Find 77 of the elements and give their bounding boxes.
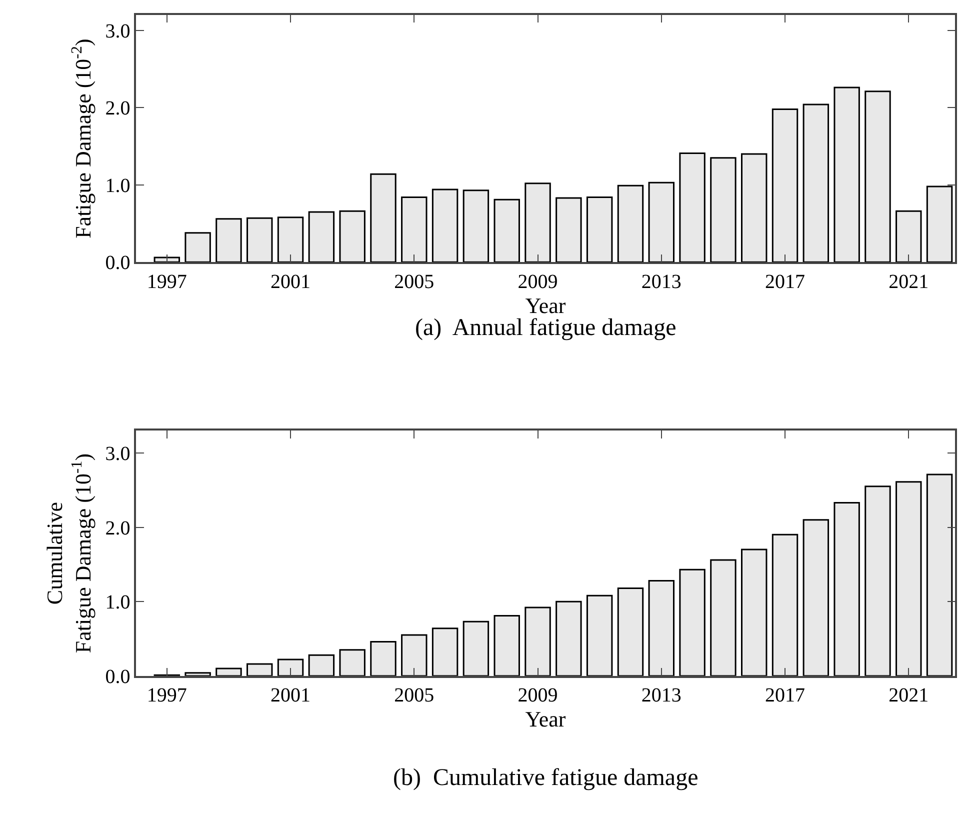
bar xyxy=(494,198,520,262)
x-axis-title: Year xyxy=(525,292,566,318)
bar xyxy=(648,580,675,676)
bar xyxy=(184,672,211,676)
bar xyxy=(246,217,273,262)
bar xyxy=(462,190,490,262)
bar xyxy=(586,196,613,262)
x-tick-label: 1997 xyxy=(146,684,187,707)
bar xyxy=(772,534,798,676)
y-tick-label: 1.0 xyxy=(105,592,130,614)
bar xyxy=(834,502,860,676)
x-tick-label: 2009 xyxy=(518,270,558,293)
bar xyxy=(679,568,706,676)
bar xyxy=(184,232,211,262)
y-tick-label: 2.0 xyxy=(105,98,130,120)
bar xyxy=(277,216,304,262)
bar xyxy=(246,663,273,676)
y-tick-label: 0.0 xyxy=(105,252,130,274)
bar xyxy=(154,256,180,262)
bar xyxy=(772,108,798,262)
bar xyxy=(277,658,304,676)
bar xyxy=(308,211,335,262)
text: (b) Cumulative fatigue damage xyxy=(393,765,698,791)
y-tick-label: 2.0 xyxy=(105,517,130,540)
bar xyxy=(741,153,768,262)
bar xyxy=(370,173,396,262)
bar xyxy=(679,152,706,262)
y-tick-label: 1.0 xyxy=(105,174,130,197)
bar xyxy=(308,654,335,676)
x-tick-label: 2005 xyxy=(394,684,434,707)
bar xyxy=(339,210,366,262)
bar xyxy=(648,182,675,262)
x-tick-label: 2021 xyxy=(888,684,929,707)
bar xyxy=(617,587,644,676)
bar xyxy=(926,186,953,262)
bar xyxy=(586,594,613,676)
bar xyxy=(802,104,830,262)
bar xyxy=(432,188,458,262)
bar xyxy=(741,548,768,676)
bar xyxy=(802,519,830,676)
x-tick-label: 2009 xyxy=(518,684,558,707)
x-tick-label: 2001 xyxy=(270,270,311,293)
bar xyxy=(834,86,860,262)
x-tick-label: 2013 xyxy=(641,684,682,707)
bar xyxy=(617,184,644,262)
bar xyxy=(864,486,891,676)
bar xyxy=(216,668,242,676)
x-tick-label: 2017 xyxy=(765,684,806,707)
x-tick-label: 2005 xyxy=(394,270,434,293)
bar xyxy=(401,634,428,676)
bar xyxy=(556,197,582,262)
text: (a) Annual fatigue damage xyxy=(415,315,676,341)
y-tick-label: 0.0 xyxy=(105,666,130,688)
x-tick-label: 2017 xyxy=(765,270,806,293)
bar xyxy=(524,606,551,676)
bar xyxy=(339,649,366,676)
bar xyxy=(524,182,551,262)
x-axis-title: Year xyxy=(525,706,566,732)
bar xyxy=(896,481,922,676)
x-tick-label: 2021 xyxy=(888,270,929,293)
bar xyxy=(216,218,242,262)
y-tick-label: 3.0 xyxy=(105,20,130,42)
x-tick-label: 2001 xyxy=(270,684,311,707)
x-tick-label: 2013 xyxy=(641,270,682,293)
bar xyxy=(864,90,891,262)
bar xyxy=(401,196,428,262)
bar xyxy=(432,628,458,676)
bar xyxy=(710,559,736,676)
bar xyxy=(494,614,520,676)
bar xyxy=(926,474,953,676)
y-tick-label: 3.0 xyxy=(105,442,130,465)
bar xyxy=(556,600,582,676)
bar xyxy=(370,640,396,676)
x-tick-label: 1997 xyxy=(146,270,187,293)
bar xyxy=(710,157,736,262)
bar xyxy=(462,620,490,676)
bar xyxy=(896,210,922,262)
